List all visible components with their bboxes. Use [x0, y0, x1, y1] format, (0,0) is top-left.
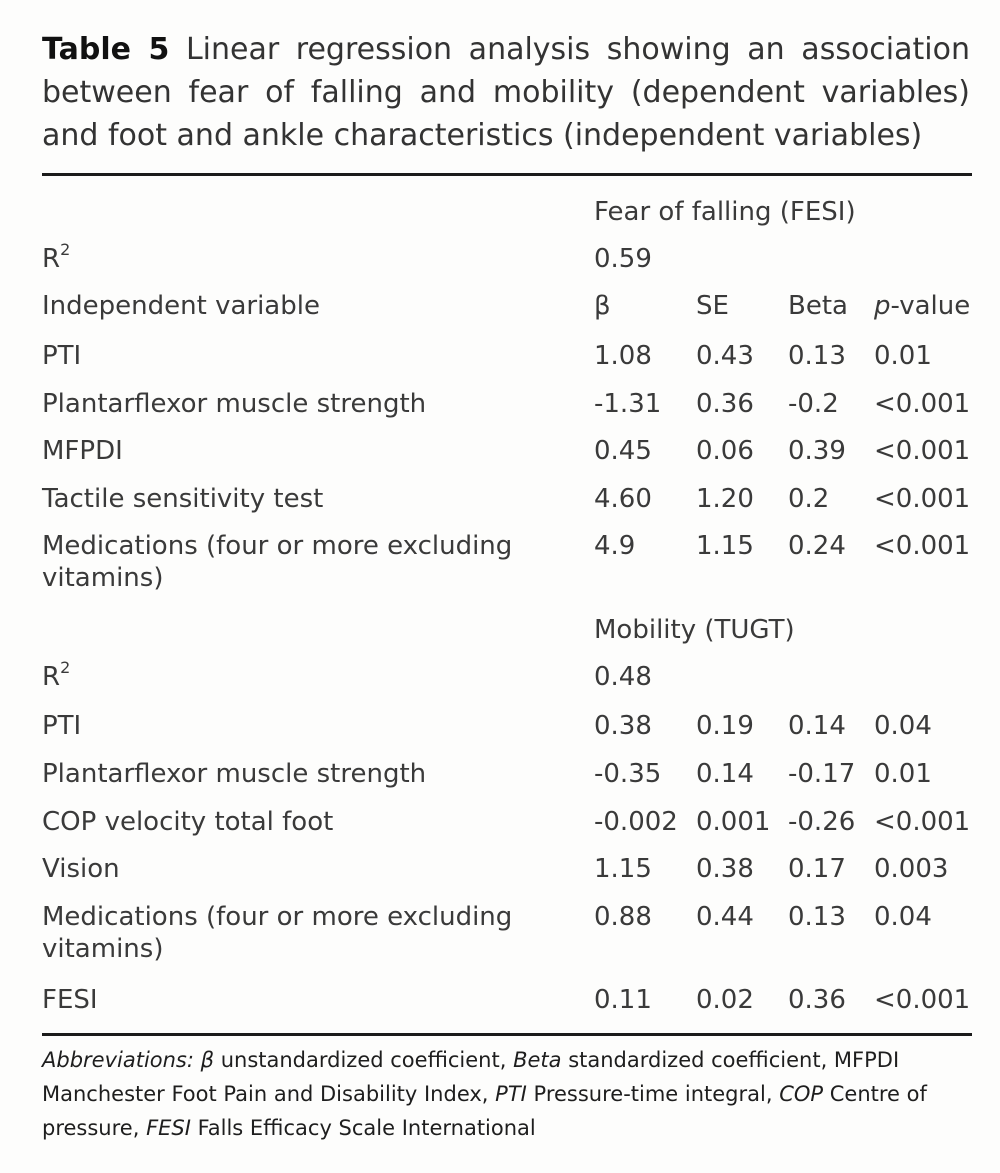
regression-table: Fear of falling (FESI) R2 0.59 Independent … — [42, 197, 971, 1015]
row-variable: PTI — [42, 341, 82, 371]
row-variable: Vision — [42, 854, 120, 884]
col-header-b: β — [594, 291, 611, 321]
row-p-value: 0.04 — [874, 711, 932, 741]
row-p-value: <0.001 — [874, 531, 971, 561]
row-p-value: 0.003 — [874, 854, 949, 884]
table-caption: Table 5 Linear regression analysis showi… — [42, 28, 970, 157]
footnote-pti: PTI — [495, 1082, 527, 1106]
row-b-value: 0.45 — [594, 436, 652, 466]
row-se-value: 0.14 — [696, 759, 754, 789]
p-rest: -value — [890, 291, 971, 321]
footnote-beta-word: Beta — [513, 1048, 562, 1072]
footnote-beta-symbol: β — [193, 1048, 215, 1072]
row-se-value: 0.06 — [696, 436, 754, 466]
footnote-text: standardized coefficient, MFPDI Manchest… — [42, 1048, 900, 1106]
row-p-value: <0.001 — [874, 389, 971, 419]
footnote-text: Pressure-time integral, — [526, 1082, 780, 1106]
row-se-value: 0.38 — [696, 854, 754, 884]
row-se-value: 1.15 — [696, 531, 754, 561]
top-rule — [42, 173, 972, 176]
row-beta-value: -0.2 — [788, 389, 839, 419]
row-b-value: 1.08 — [594, 341, 652, 371]
r-squared-label: R2 — [42, 240, 522, 275]
row-beta-value: 0.24 — [788, 531, 846, 561]
footnote-cop: COP — [779, 1082, 824, 1106]
r-squared-superscript: 2 — [60, 240, 71, 259]
independent-variable-header: Independent variable — [42, 291, 320, 321]
row-variable: Plantarflexor muscle strength — [42, 759, 427, 789]
row-se-value: 0.36 — [696, 389, 754, 419]
col-header-beta: Beta — [788, 291, 848, 321]
row-beta-value: 0.2 — [788, 484, 830, 514]
row-p-value: 0.01 — [874, 759, 932, 789]
row-variable: FESI — [42, 985, 98, 1015]
row-b-value: 4.60 — [594, 484, 652, 514]
row-beta-value: 0.36 — [788, 985, 846, 1015]
row-beta-value: 0.13 — [788, 341, 846, 371]
bottom-rule — [42, 1033, 972, 1036]
col-header-se: SE — [696, 291, 729, 321]
r-squared-base: R — [42, 662, 61, 692]
row-beta-value: 0.39 — [788, 436, 846, 466]
row-se-value: 0.02 — [696, 985, 754, 1015]
row-p-value: 0.04 — [874, 902, 932, 932]
r-squared-value: 0.59 — [594, 244, 652, 274]
row-b-value: -1.31 — [594, 389, 662, 419]
row-se-value: 0.44 — [696, 902, 754, 932]
footnote-text: Falls Efficacy Scale International — [190, 1116, 536, 1140]
row-p-value: <0.001 — [874, 807, 971, 837]
row-beta-value: 0.17 — [788, 854, 846, 884]
row-beta-value: -0.26 — [788, 807, 856, 837]
row-beta-value: 0.13 — [788, 902, 846, 932]
r-squared-label: R2 — [42, 658, 522, 693]
row-b-value: -0.35 — [594, 759, 662, 789]
p-italic: p — [874, 291, 891, 321]
row-se-value: 0.001 — [696, 807, 771, 837]
row-b-value: -0.002 — [594, 807, 678, 837]
row-p-value: <0.001 — [874, 436, 971, 466]
table-label: Table 5 — [42, 32, 170, 67]
group-title-fear-of-falling: Fear of falling (FESI) — [594, 197, 856, 227]
row-beta-value: -0.17 — [788, 759, 856, 789]
row-p-value: 0.01 — [874, 341, 932, 371]
row-se-value: 0.43 — [696, 341, 754, 371]
row-variable: Medications (four or more excluding vita… — [42, 902, 513, 964]
row-p-value: <0.001 — [874, 985, 971, 1015]
row-variable: Medications (four or more excluding vita… — [42, 531, 513, 593]
row-b-value: 0.11 — [594, 985, 652, 1015]
row-b-value: 0.38 — [594, 711, 652, 741]
r-squared-value: 0.48 — [594, 662, 652, 692]
col-header-p-value: p-value — [874, 290, 970, 322]
row-variable: COP velocity total foot — [42, 807, 334, 837]
footnote-abbr-label: Abbreviations: — [42, 1048, 194, 1072]
row-p-value: <0.001 — [874, 484, 971, 514]
footnote-text: unstandardized coefficient, — [214, 1048, 514, 1072]
r-squared-superscript: 2 — [60, 658, 71, 677]
table-footnote: Abbreviations: β unstandardized coeffici… — [42, 1043, 972, 1145]
footnote-fesi: FESI — [146, 1116, 191, 1140]
row-b-value: 1.15 — [594, 854, 652, 884]
footnote-text: Centre of pressure, — [42, 1082, 927, 1140]
row-b-value: 4.9 — [594, 531, 636, 561]
row-se-value: 1.20 — [696, 484, 754, 514]
r-squared-base: R — [42, 244, 61, 274]
group-title-mobility: Mobility (TUGT) — [594, 615, 795, 645]
row-beta-value: 0.14 — [788, 711, 846, 741]
caption-text: Linear regression analysis showing an as… — [42, 32, 970, 153]
row-se-value: 0.19 — [696, 711, 754, 741]
row-variable: PTI — [42, 711, 82, 741]
row-variable: MFPDI — [42, 436, 123, 466]
row-variable: Tactile sensitivity test — [42, 484, 324, 514]
row-variable: Plantarflexor muscle strength — [42, 389, 427, 419]
row-b-value: 0.88 — [594, 902, 652, 932]
